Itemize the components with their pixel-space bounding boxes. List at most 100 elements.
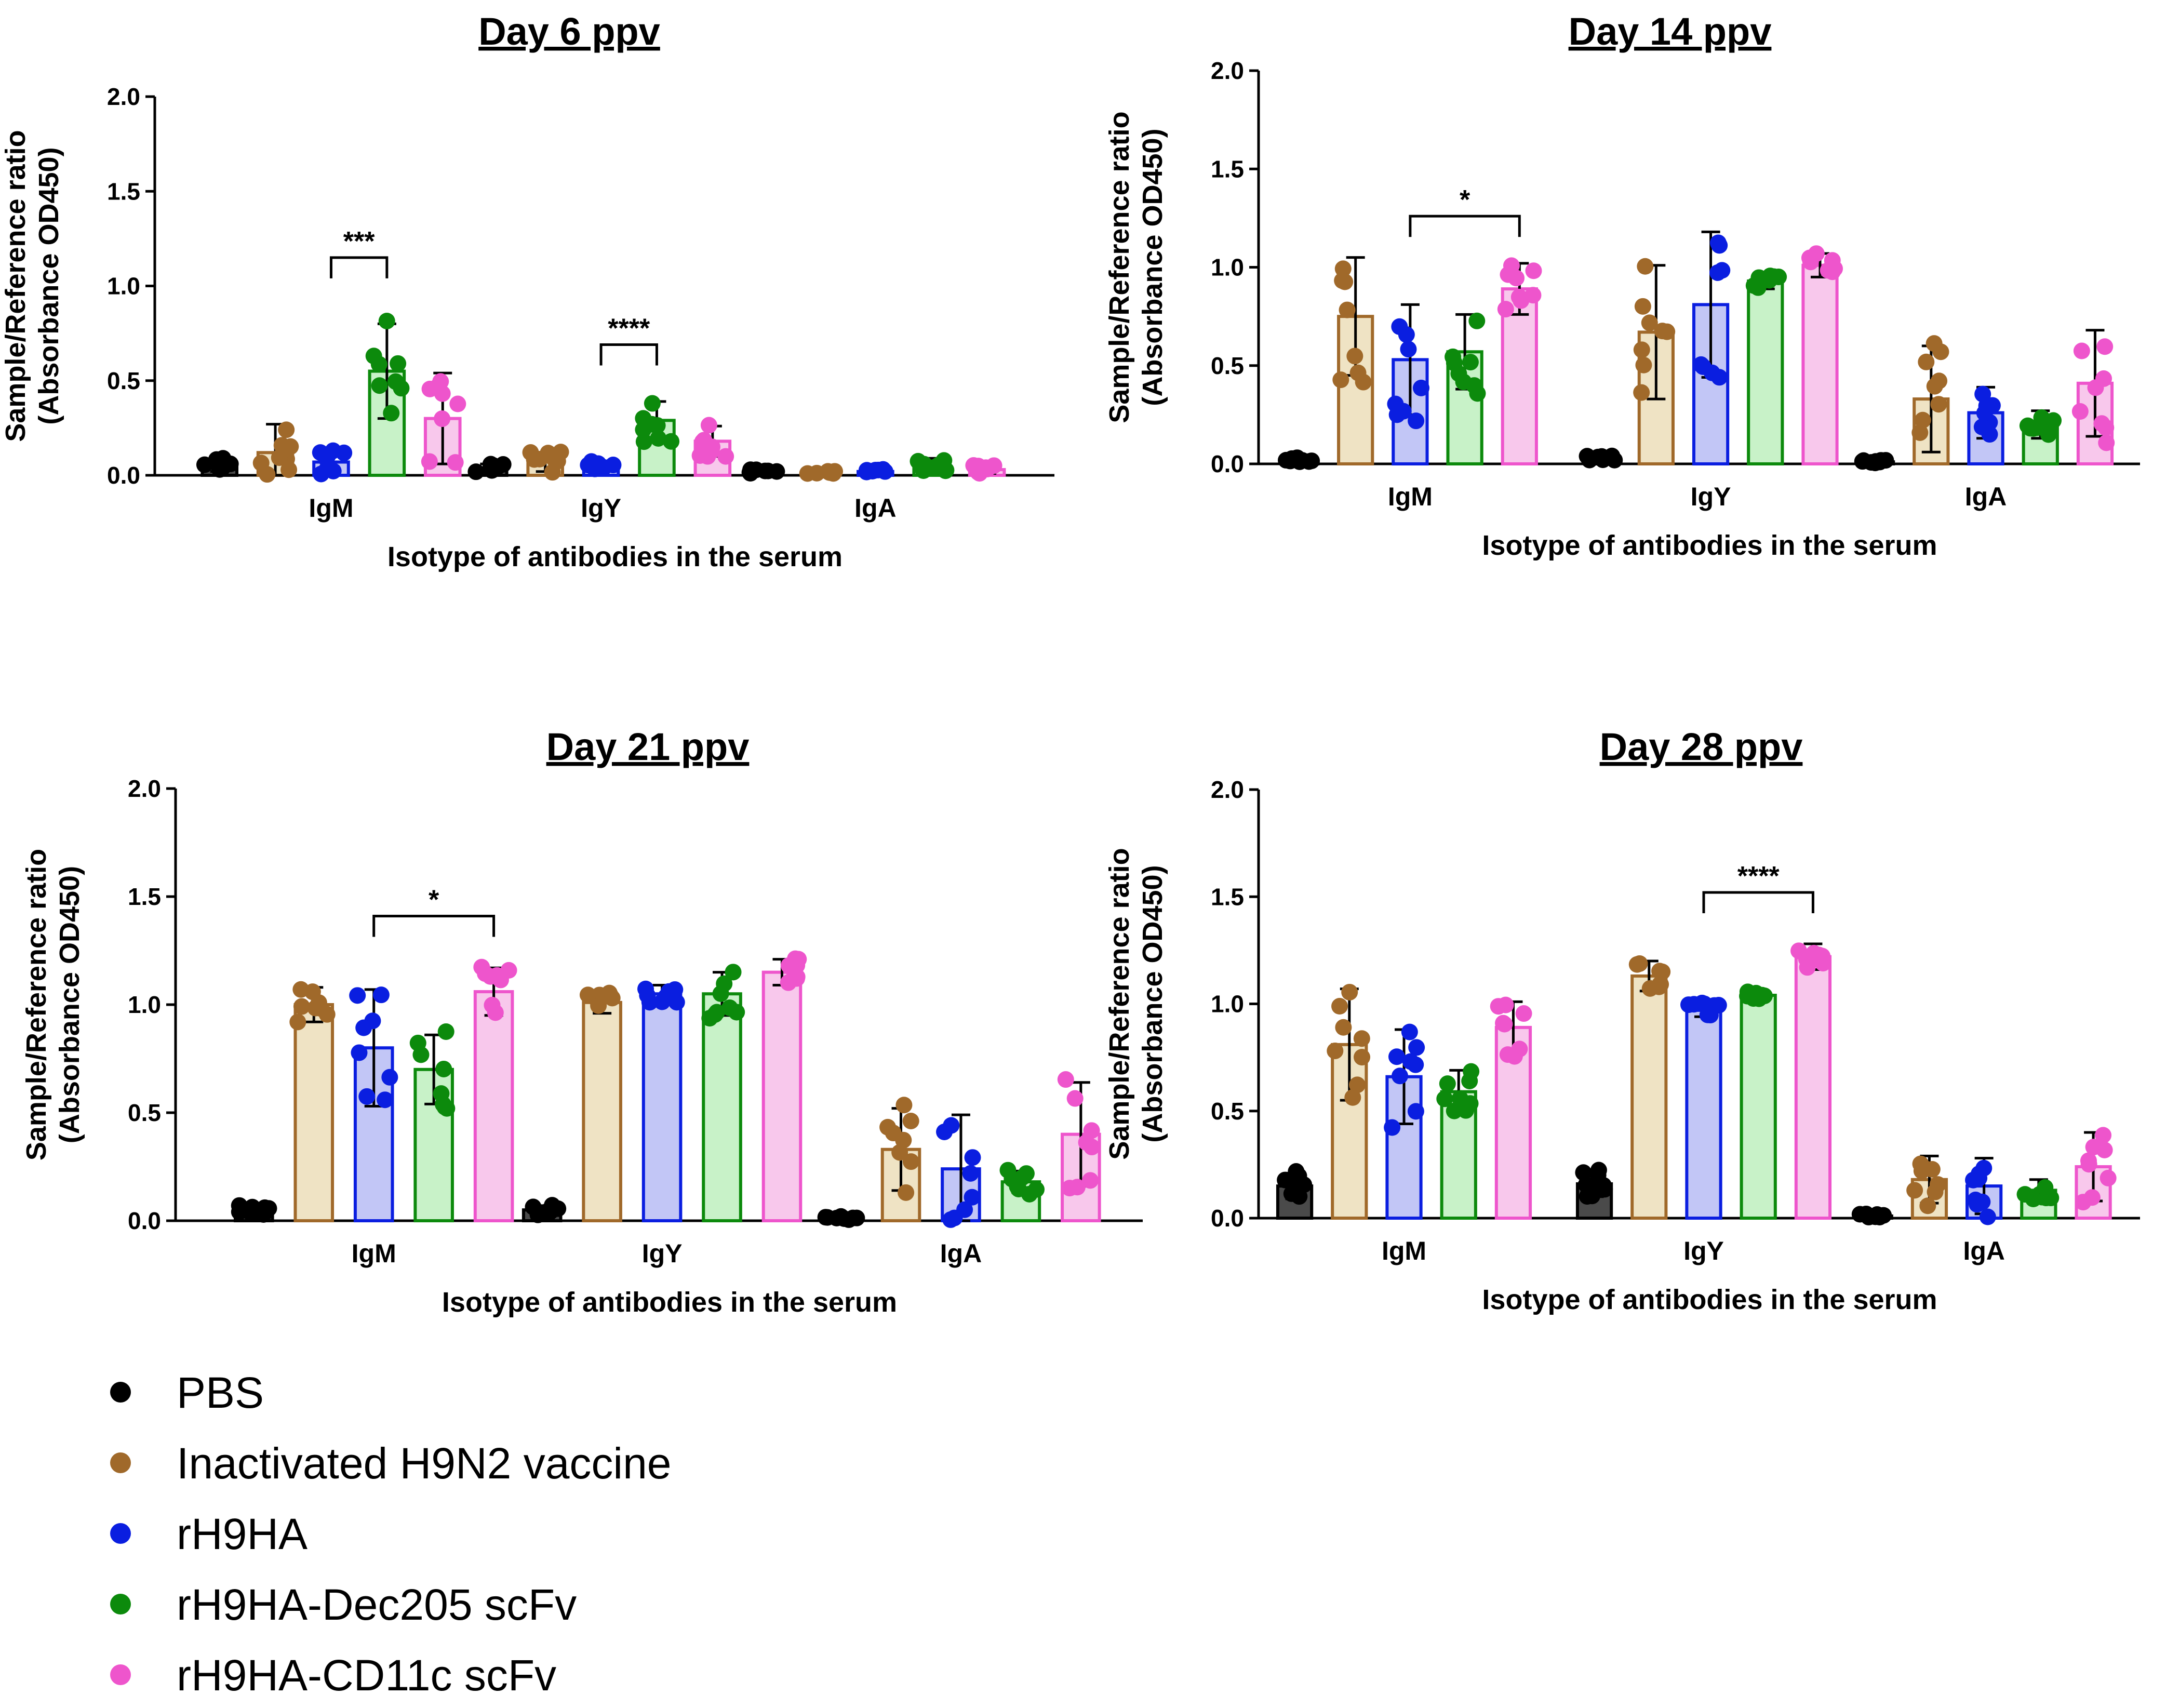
legend-marker	[110, 1664, 131, 1685]
y-tick-label: 1.5	[1211, 155, 1244, 182]
bar	[761, 970, 803, 1222]
x-axis-label: Isotype of antibodies in the serum	[1482, 530, 1937, 561]
x-tick-label: IgY	[581, 493, 621, 523]
data-point	[526, 451, 543, 468]
x-tick-label: IgY	[642, 1239, 683, 1268]
data-point	[540, 445, 557, 462]
data-point	[650, 430, 667, 447]
data-point	[434, 410, 451, 428]
data-point	[579, 986, 596, 1004]
data-point	[1332, 371, 1349, 389]
y-tick-label: 0.0	[128, 1207, 161, 1234]
data-point	[325, 462, 342, 479]
y-tick-label: 1.0	[107, 273, 140, 300]
data-point	[435, 1060, 452, 1077]
data-point	[1814, 955, 1831, 972]
y-tick-label: 1.5	[107, 178, 140, 205]
data-point	[876, 463, 893, 480]
data-point	[273, 437, 290, 454]
data-point	[660, 983, 677, 1000]
data-point	[858, 463, 875, 481]
chart-panel-day28: Day 28 ppv 0.0 0.5 1.0 1.5 2.0 Sample/Referenc…	[1104, 725, 2140, 1315]
bar	[1801, 263, 1839, 465]
data-point	[1650, 978, 1667, 995]
significance-label: *	[429, 885, 439, 915]
legend-label: PBS	[177, 1368, 264, 1417]
data-point	[663, 433, 680, 450]
data-point	[1327, 1042, 1344, 1059]
legend-label: Inactivated H9N2 vaccine	[177, 1439, 672, 1488]
data-point	[1575, 1164, 1592, 1181]
data-point	[1497, 301, 1514, 318]
data-point	[1871, 453, 1888, 471]
data-point	[2037, 1179, 2054, 1196]
data-point	[421, 453, 438, 470]
data-point	[1926, 378, 1943, 395]
data-point	[1929, 1176, 1946, 1193]
y-tick-label: 0.0	[1211, 450, 1244, 477]
significance-label: ***	[343, 226, 375, 257]
data-point	[602, 987, 619, 1004]
data-point	[1295, 1176, 1313, 1193]
data-point	[1466, 377, 1483, 394]
y-tick-label: 2.0	[107, 83, 140, 110]
data-point	[1341, 983, 1358, 1000]
data-point	[1450, 365, 1467, 382]
data-point	[390, 355, 407, 372]
data-point	[1388, 1048, 1405, 1065]
data-point	[902, 1112, 919, 1129]
chart-panel-day14: Day 14 ppv 0.0 0.5 1.0 1.5 2.0 Sample/Referenc…	[1104, 10, 2140, 561]
y-axis-label: Sample/Reference ratio	[1104, 848, 1135, 1159]
data-point	[1336, 273, 1354, 290]
data-point	[1400, 341, 1417, 358]
data-point	[387, 373, 404, 390]
y-axis-label: Sample/Reference ratio	[0, 130, 31, 442]
data-point	[2096, 338, 2114, 355]
data-point	[378, 312, 395, 329]
chart-title: Day 14 ppv	[1569, 10, 1772, 53]
data-point	[1826, 260, 1843, 277]
data-point	[2087, 379, 2104, 396]
data-point	[1277, 1171, 1294, 1189]
x-tick-label: IgA	[1965, 482, 2007, 511]
data-point	[1387, 395, 1404, 412]
data-point	[1974, 385, 1991, 403]
data-point	[978, 459, 995, 476]
data-point	[319, 447, 337, 464]
legend-marker	[110, 1382, 131, 1403]
data-point	[1461, 1072, 1478, 1089]
data-point	[1750, 990, 1768, 1007]
x-tick-label: IgY	[1683, 1236, 1724, 1265]
y-tick-label: 0.0	[1211, 1205, 1244, 1232]
data-point	[644, 395, 661, 412]
data-point	[1013, 1169, 1031, 1186]
data-point	[293, 998, 310, 1015]
legend-label: rH9HA-CD11c scFv	[177, 1651, 556, 1700]
data-point	[351, 1044, 368, 1061]
data-point	[1407, 1103, 1424, 1120]
data-point	[2097, 419, 2115, 436]
chart-panel-day6: Day 6 ppv 0.0 0.5 1.0 1.5 2.0 Sample/Reference…	[0, 10, 1054, 572]
data-point	[292, 981, 310, 998]
data-point	[2095, 1127, 2112, 1144]
data-point	[780, 974, 797, 991]
data-point	[942, 1211, 959, 1228]
chart-title: Day 6 ppv	[478, 10, 660, 53]
data-point	[1402, 1053, 1419, 1070]
legend: PBS Inactivated H9N2 vaccine rH9HA rH9HA-De…	[110, 1368, 672, 1700]
data-point	[552, 444, 569, 461]
data-point	[318, 1006, 336, 1023]
data-point	[1914, 411, 1931, 429]
data-point	[2096, 1141, 2113, 1158]
data-point	[1354, 1049, 1371, 1066]
data-point	[694, 433, 711, 450]
data-point	[434, 385, 451, 402]
data-point	[208, 451, 225, 468]
y-tick-label: 0.5	[1211, 352, 1244, 379]
y-axis-label: Sample/Reference ratio	[1104, 111, 1135, 423]
bar	[293, 1003, 335, 1222]
data-point	[822, 463, 839, 481]
data-point	[1923, 1161, 1941, 1178]
data-point	[1919, 1197, 1936, 1215]
